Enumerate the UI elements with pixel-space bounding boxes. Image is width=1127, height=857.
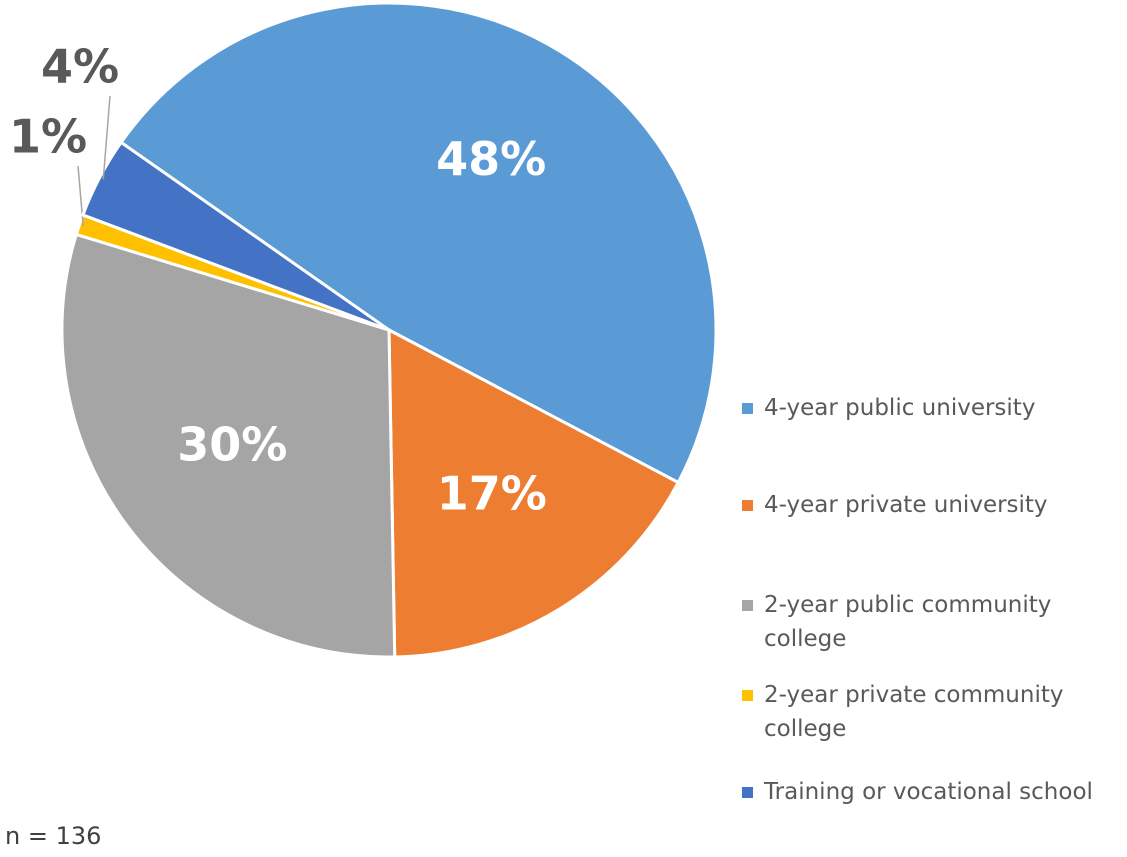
data-label: 1% — [9, 110, 87, 164]
legend-item: 2-year private community college — [740, 678, 1115, 746]
legend-swatch — [742, 500, 753, 511]
legend-item: 2-year public community college — [740, 588, 1115, 656]
sample-note: n = 136 — [5, 822, 102, 850]
pie-slice — [80, 140, 390, 332]
legend-swatch — [742, 690, 753, 701]
legend-item: 4-year private university — [740, 488, 1115, 522]
legend-label: Training or vocational school — [764, 779, 1093, 805]
leader-line — [102, 95, 111, 180]
legend-label: 2-year public community college — [764, 592, 1052, 652]
data-label: 48% — [436, 132, 546, 186]
legend-item: 4-year public university — [740, 391, 1115, 425]
legend-label: 2-year private community college — [764, 682, 1064, 742]
data-label: 30% — [177, 418, 287, 472]
legend-swatch — [742, 403, 753, 414]
legend-item: Training or vocational school — [740, 775, 1115, 809]
legend-swatch — [742, 600, 753, 611]
pie-area: 48% 17% 30% 1% 4% — [9, 1, 718, 659]
data-label: 17% — [437, 467, 547, 521]
pie-slice — [60, 232, 397, 659]
pie-slice — [387, 327, 681, 659]
data-label: 4% — [41, 40, 119, 94]
legend-label: 4-year public university — [764, 395, 1036, 421]
legend-label: 4-year private university — [764, 492, 1048, 518]
legend-swatch — [742, 787, 753, 798]
pie-slice — [119, 1, 718, 485]
